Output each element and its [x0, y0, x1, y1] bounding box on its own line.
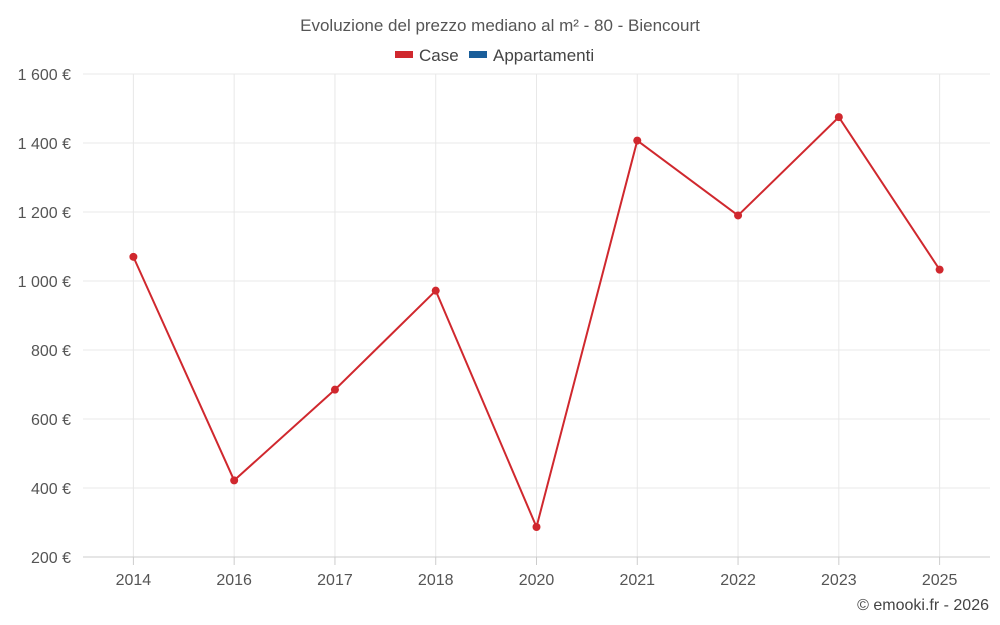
data-point[interactable]	[431, 286, 440, 295]
y-tick-label: 800 €	[31, 343, 71, 360]
grid	[83, 73, 990, 557]
x-tick-label: 2025	[922, 572, 958, 589]
series-case	[129, 113, 944, 531]
y-tick-label: 200 €	[31, 550, 71, 567]
x-tick-label: 2022	[720, 572, 756, 589]
y-tick-label: 400 €	[31, 481, 71, 498]
y-tick-label: 1 600 €	[18, 67, 71, 84]
data-point[interactable]	[935, 265, 944, 274]
legend-label-case: Case	[419, 46, 459, 65]
legend-swatch-case	[395, 51, 413, 58]
chart-title: Evoluzione del prezzo mediano al m² - 80…	[300, 16, 700, 35]
x-tick-label: 2014	[116, 572, 152, 589]
y-axis-ticks: 200 € 400 € 600 € 800 € 1 000 € 1 200 € 1 400 …	[18, 67, 71, 567]
legend-label-appartamenti: Appartamenti	[493, 46, 594, 65]
data-point[interactable]	[633, 136, 642, 145]
y-tick-label: 1 400 €	[18, 136, 71, 153]
data-point[interactable]	[532, 522, 541, 531]
x-tick-label: 2023	[821, 572, 857, 589]
legend-item-case[interactable]: Case	[395, 46, 459, 65]
x-axis-ticks: 2014 2016 2017 2018 2020 2021 2022 2023 2025	[116, 557, 958, 589]
data-point[interactable]	[230, 476, 239, 485]
credit-text: © emooki.fr - 2026	[857, 597, 989, 614]
y-tick-label: 600 €	[31, 412, 71, 429]
data-point[interactable]	[129, 252, 138, 261]
data-point[interactable]	[834, 113, 843, 122]
data-point[interactable]	[330, 385, 339, 394]
x-tick-label: 2016	[216, 572, 252, 589]
x-tick-label: 2020	[519, 572, 555, 589]
y-tick-label: 1 000 €	[18, 274, 71, 291]
y-tick-label: 1 200 €	[18, 205, 71, 222]
x-tick-label: 2021	[619, 572, 655, 589]
legend-item-appartamenti[interactable]: Appartamenti	[469, 46, 594, 65]
legend: Case Appartamenti	[395, 46, 594, 65]
x-tick-label: 2017	[317, 572, 353, 589]
legend-swatch-appartamenti	[469, 51, 487, 58]
x-tick-label: 2018	[418, 572, 454, 589]
data-point[interactable]	[734, 211, 743, 220]
